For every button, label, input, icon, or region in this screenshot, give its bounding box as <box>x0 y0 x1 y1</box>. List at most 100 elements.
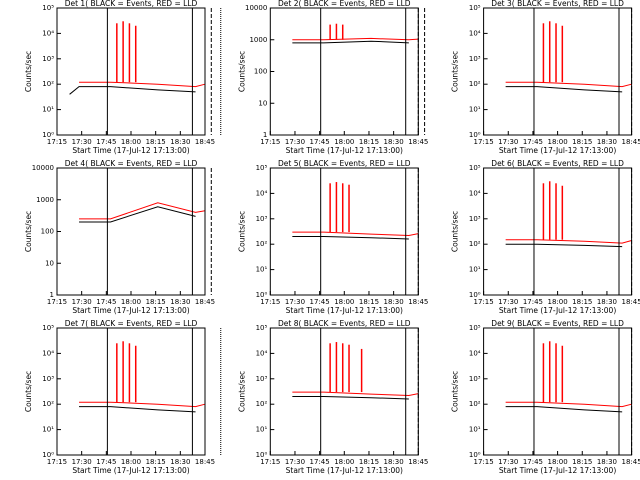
x-axis-label: Start Time (17-Jul-12 17:13:00) <box>72 306 189 315</box>
x-tick-label: 18:00 <box>121 458 141 466</box>
x-tick-label: 17:30 <box>498 138 518 146</box>
x-tick-label: 17:30 <box>72 458 92 466</box>
chart-panel-3: Det 3( BLACK = Events, RED = LLD 17:15 17:… <box>451 0 640 155</box>
series-line-lld <box>505 401 632 408</box>
series-line-lld <box>79 401 206 408</box>
y-axis-label: Counts/sec <box>451 371 460 412</box>
x-tick-label: 17:30 <box>285 298 305 306</box>
y-tick-label: 10000 <box>32 164 54 172</box>
plot-frame <box>483 7 633 136</box>
chart-title: Det 9( BLACK = Events, RED = LLD <box>491 319 624 328</box>
x-tick-label: 18:45 <box>408 298 428 306</box>
x-tick-label: 18:00 <box>121 138 141 146</box>
x-tick-label: 17:15 <box>260 458 280 466</box>
series-line-events <box>505 406 623 413</box>
y-tick-label: 10³ <box>42 55 54 63</box>
x-axis-label: Start Time (17-Jul-12 17:13:00) <box>499 146 616 155</box>
x-tick-label: 18:30 <box>170 458 190 466</box>
x-tick-label: 18:15 <box>146 298 166 306</box>
x-tick-label: 18:30 <box>384 458 404 466</box>
x-tick-label: 17:45 <box>310 298 330 306</box>
series-line-events <box>79 206 196 223</box>
x-tick-label: 17:15 <box>47 458 67 466</box>
y-axis-label: Counts/sec <box>24 371 33 412</box>
plot-frame <box>56 327 206 456</box>
x-tick-label: 17:45 <box>523 298 543 306</box>
y-tick-label: 10⁵ <box>42 4 54 12</box>
x-tick-label: 17:15 <box>260 298 280 306</box>
chart-panel-8: Det 8( BLACK = Events, RED = LLD 17:15 17:… <box>237 319 428 475</box>
y-tick-label: 10² <box>469 240 481 248</box>
y-tick-label: 10¹ <box>42 426 54 434</box>
x-tick-label: 17:30 <box>72 138 92 146</box>
y-tick-label: 10⁵ <box>256 324 268 332</box>
x-axis-label: Start Time (17-Jul-12 17:13:00) <box>72 466 189 475</box>
y-tick-label: 10⁵ <box>42 324 54 332</box>
y-tick-label: 10³ <box>469 375 481 383</box>
x-tick-label: 18:30 <box>170 138 190 146</box>
y-axis-label: Counts/sec <box>24 211 33 252</box>
y-tick-label: 1000 <box>249 36 267 44</box>
y-tick-label: 10⁵ <box>469 4 481 12</box>
y-tick-label: 10⁴ <box>256 349 268 357</box>
chart-title: Det 7( BLACK = Events, RED = LLD <box>65 319 198 328</box>
y-axis-label: Counts/sec <box>237 211 246 252</box>
x-tick-label: 17:45 <box>523 138 543 146</box>
x-tick-label: 17:15 <box>474 298 494 306</box>
y-tick-label: 10² <box>469 400 481 408</box>
x-tick-label: 17:30 <box>72 298 92 306</box>
x-tick-label: 18:15 <box>146 138 166 146</box>
y-tick-label: 10⁴ <box>469 349 481 357</box>
x-tick-label: 18:45 <box>622 458 640 466</box>
x-tick-label: 18:30 <box>597 298 617 306</box>
x-tick-label: 18:00 <box>548 458 568 466</box>
x-tick-label: 17:45 <box>96 298 116 306</box>
x-tick-label: 18:00 <box>334 138 354 146</box>
x-axis-label: Start Time (17-Jul-12 17:13:00) <box>72 146 189 155</box>
plot-frame <box>56 167 206 296</box>
y-tick-label: 10⁴ <box>42 29 54 37</box>
y-tick-label: 10³ <box>42 375 54 383</box>
x-tick-label: 18:45 <box>195 458 215 466</box>
x-tick-label: 18:30 <box>597 138 617 146</box>
y-tick-label: 10⁴ <box>42 349 54 357</box>
chart-title: Det 5( BLACK = Events, RED = LLD <box>278 159 411 168</box>
plot-frame <box>483 327 633 456</box>
x-tick-label: 18:15 <box>572 298 592 306</box>
chart-panel-4: Det 4( BLACK = Events, RED = LLD 17:15 17:… <box>24 159 215 315</box>
x-tick-label: 18:30 <box>597 458 617 466</box>
y-tick-label: 10³ <box>256 215 268 223</box>
x-tick-label: 18:45 <box>622 138 640 146</box>
plot-frame <box>483 167 633 296</box>
x-tick-label: 17:30 <box>285 138 305 146</box>
y-axis-label: Counts/sec <box>451 211 460 252</box>
x-axis-label: Start Time (17-Jul-12 17:13:00) <box>499 306 616 315</box>
x-tick-label: 17:45 <box>96 458 116 466</box>
y-tick-label: 10⁰ <box>469 451 481 459</box>
y-tick-label: 1 <box>50 291 54 299</box>
x-tick-label: 18:30 <box>384 298 404 306</box>
chart-title: Det 4( BLACK = Events, RED = LLD <box>65 159 198 168</box>
x-axis-label: Start Time (17-Jul-12 17:13:00) <box>286 146 403 155</box>
x-tick-label: 18:15 <box>572 458 592 466</box>
y-tick-label: 10⁰ <box>469 291 481 299</box>
y-tick-label: 10¹ <box>256 426 268 434</box>
x-tick-label: 17:45 <box>523 458 543 466</box>
y-tick-label: 10000 <box>245 4 267 12</box>
series-line-events <box>79 406 196 413</box>
chart-title: Det 8( BLACK = Events, RED = LLD <box>278 319 411 328</box>
series-line-lld <box>292 391 419 397</box>
series-line-lld <box>505 239 632 244</box>
y-tick-label: 10¹ <box>469 426 481 434</box>
chart-panel-1: Det 1( BLACK = Events, RED = LLD 17:15 17:… <box>24 0 222 155</box>
y-axis-label: Counts/sec <box>237 371 246 412</box>
plot-frame <box>56 7 206 136</box>
y-tick-label: 1000 <box>36 196 54 204</box>
y-axis-label: Counts/sec <box>24 51 33 92</box>
x-tick-label: 18:30 <box>170 298 190 306</box>
x-tick-label: 18:45 <box>408 138 428 146</box>
y-tick-label: 10² <box>469 80 481 88</box>
y-tick-label: 10³ <box>256 375 268 383</box>
y-axis-label: Counts/sec <box>237 51 246 92</box>
y-tick-label: 10⁴ <box>469 189 481 197</box>
